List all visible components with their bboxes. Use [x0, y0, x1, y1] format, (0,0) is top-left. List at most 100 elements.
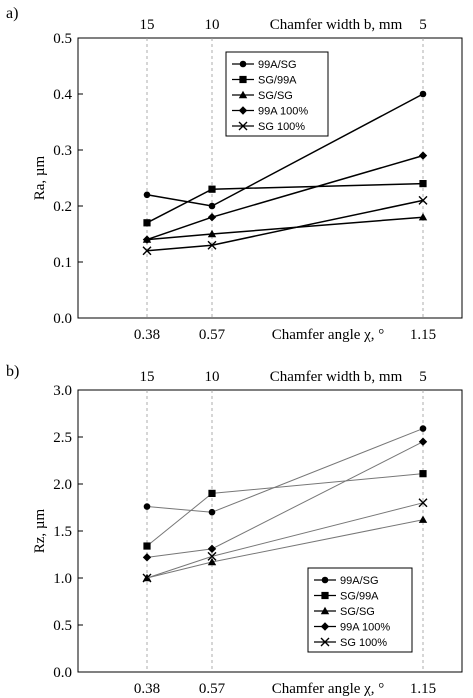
data-point: [418, 213, 428, 221]
y-tick-label: 0.1: [53, 255, 72, 271]
data-point: [419, 470, 427, 478]
series-99a-sg: [143, 425, 427, 516]
data-point: [207, 240, 217, 250]
series-line: [146, 441, 424, 558]
y-tick-label: 0.2: [53, 199, 72, 215]
legend-marker: [238, 90, 248, 99]
legend-marker: [320, 622, 330, 631]
data-point: [208, 508, 216, 516]
x-tick-label: 1.15: [410, 681, 436, 697]
legend-entry: SG/SG: [314, 606, 375, 618]
data-point: [418, 498, 428, 508]
plot-frame: [77, 37, 463, 319]
panel-label: b): [6, 363, 19, 380]
data-point: [142, 235, 152, 244]
legend-entry: 99A 100%: [314, 622, 390, 634]
legend-entry: SG/SG: [232, 90, 293, 102]
x-tick-label: 0.57: [199, 681, 226, 697]
x-tick-label: 0.38: [134, 681, 160, 697]
legend-marker: [321, 591, 329, 600]
x-top-tick-label: 10: [205, 369, 220, 385]
chart-panel-a: a) 0.0 0.1 0.2 0.3 0.4 0.5 0.38 0.57 1.15 15 10 5 Cha…: [6, 5, 463, 343]
legend-entry: SG/99A: [232, 75, 297, 87]
data-point: [419, 90, 427, 98]
legend: 99A/SG SG/99A SG/SG 99A 100% SG 100%: [225, 51, 329, 137]
y-axis-title: Rz, µm: [32, 508, 48, 553]
x-axis-title: Chamfer angle χ, °: [272, 327, 385, 343]
data-point: [418, 437, 428, 446]
y-axis-title: Ra, µm: [32, 155, 48, 200]
data-point: [142, 553, 152, 562]
y-tick-label: 1.5: [53, 524, 72, 540]
data-point: [142, 246, 152, 256]
panel-label: a): [6, 5, 18, 22]
legend-label: SG 100%: [340, 637, 387, 649]
series-sg-100-: [142, 195, 428, 256]
legend-entry: SG/99A: [314, 591, 379, 603]
x-top-axis-title: Chamfer width b, mm: [270, 17, 403, 33]
legend-marker: [320, 637, 330, 647]
x-axis-title: Chamfer angle χ, °: [272, 681, 385, 697]
data-point: [143, 503, 151, 510]
y-tick-label: 0.0: [53, 665, 72, 681]
y-tick-label: 0.5: [53, 31, 72, 47]
legend: 99A/SG SG/99A SG/SG 99A 100% SG 100%: [307, 567, 413, 653]
legend-marker: [321, 576, 329, 584]
x-tick-label: 1.15: [410, 327, 436, 343]
data-point: [419, 180, 427, 188]
series-line: [146, 182, 424, 224]
series-sg-99a: [143, 470, 427, 550]
x-top-tick-label: 5: [419, 17, 427, 33]
data-point: [207, 544, 217, 554]
series-99a-100-: [142, 151, 428, 244]
data-point: [207, 213, 217, 222]
legend-entry: 99A/SG: [232, 59, 297, 71]
legend-entry: SG 100%: [314, 637, 387, 649]
y-tick-label: 0.3: [53, 143, 72, 159]
data-point: [418, 195, 428, 205]
series-line: [146, 502, 424, 579]
x-top-tick-label: 15: [140, 369, 155, 385]
data-point: [207, 551, 217, 561]
data-point: [143, 191, 151, 199]
legend-label: SG/SG: [258, 90, 293, 102]
legend-label: 99A 100%: [258, 106, 308, 118]
data-point: [143, 542, 151, 550]
legend-label: SG/99A: [340, 591, 379, 603]
data-point: [208, 202, 216, 210]
data-point: [207, 557, 217, 566]
series-line: [146, 428, 424, 513]
series-sg-100-: [142, 498, 428, 583]
y-tick-label: 0.0: [53, 311, 72, 327]
data-point: [418, 515, 428, 523]
series-sg-sg: [142, 213, 428, 243]
data-point: [143, 219, 151, 227]
y-tick-label: 3.0: [53, 383, 72, 399]
y-tick-label: 0.4: [53, 87, 72, 103]
data-point: [418, 151, 428, 160]
legend-entry: SG 100%: [232, 121, 305, 133]
series-99a-sg: [143, 90, 427, 210]
legend-marker: [238, 106, 248, 115]
y-tick-label: 0.5: [53, 618, 72, 634]
series-sg-99a: [143, 180, 427, 227]
data-point: [419, 425, 427, 432]
legend-label: 99A/SG: [258, 59, 297, 71]
data-point: [142, 573, 152, 583]
legend-marker: [239, 75, 247, 84]
x-top-axis-title: Chamfer width b, mm: [270, 369, 403, 385]
series-line: [146, 154, 424, 241]
chart-panel-b: b) 0.0 0.5 1.0 1.5 2.0 2.5 3.0 0.38 0.57 1.15 15 10 5…: [6, 363, 463, 697]
x-tick-label: 0.57: [199, 327, 226, 343]
x-top-tick-label: 5: [419, 369, 427, 385]
x-top-tick-label: 10: [205, 17, 220, 33]
legend-label: 99A 100%: [340, 622, 390, 634]
x-top-tick-label: 15: [140, 17, 155, 33]
x-tick-label: 0.38: [134, 327, 160, 343]
legend-marker: [239, 60, 247, 68]
legend-marker: [320, 606, 330, 615]
legend-label: 99A/SG: [340, 575, 379, 587]
legend-label: SG/99A: [258, 75, 297, 87]
legend-label: SG/SG: [340, 606, 375, 618]
